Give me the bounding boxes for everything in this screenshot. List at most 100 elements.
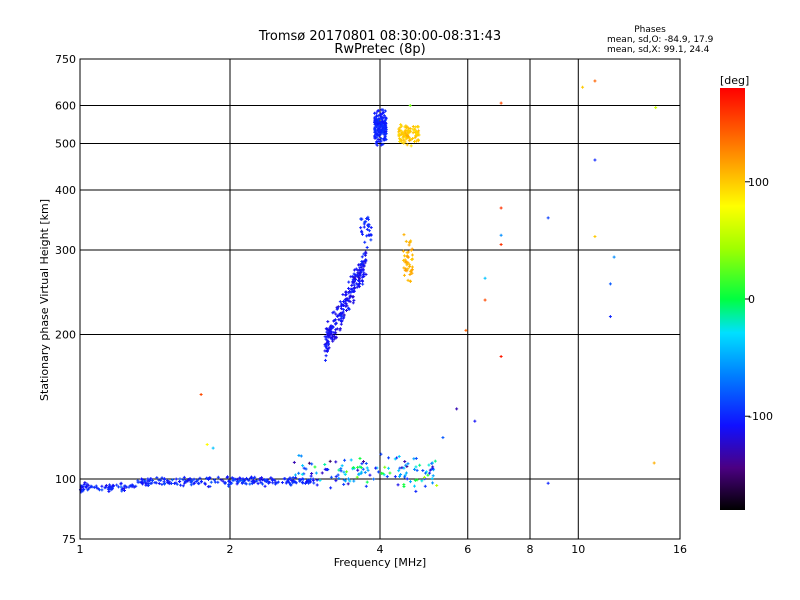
data-point bbox=[366, 234, 368, 238]
data-point bbox=[154, 481, 156, 485]
data-point bbox=[316, 483, 318, 487]
data-point bbox=[376, 143, 378, 147]
data-point bbox=[377, 109, 379, 113]
data-point bbox=[251, 482, 253, 486]
data-point bbox=[179, 477, 181, 481]
data-point bbox=[388, 466, 390, 470]
data-point bbox=[367, 215, 369, 219]
data-point bbox=[326, 330, 328, 334]
data-point bbox=[403, 266, 405, 270]
data-point bbox=[261, 478, 263, 482]
data-point bbox=[407, 267, 409, 271]
data-point bbox=[412, 127, 414, 131]
data-point bbox=[292, 481, 294, 485]
data-point bbox=[380, 116, 382, 120]
data-point bbox=[292, 479, 294, 483]
data-point bbox=[311, 462, 313, 466]
data-point bbox=[422, 469, 424, 473]
data-point bbox=[289, 477, 291, 481]
data-point bbox=[399, 466, 401, 470]
data-point bbox=[341, 311, 343, 315]
data-point bbox=[350, 290, 352, 294]
data-point bbox=[345, 304, 347, 308]
data-point bbox=[333, 310, 335, 314]
data-point bbox=[315, 471, 317, 475]
phase-info-x: mean, sd,X: 99.1, 24.4 bbox=[607, 45, 710, 55]
data-point bbox=[327, 333, 329, 337]
data-point bbox=[326, 327, 328, 331]
data-point bbox=[222, 479, 224, 483]
data-point bbox=[346, 470, 348, 474]
data-point bbox=[183, 475, 185, 479]
data-point bbox=[182, 484, 184, 488]
data-point bbox=[385, 129, 387, 133]
data-point bbox=[347, 298, 349, 302]
data-point bbox=[405, 463, 407, 467]
data-point bbox=[383, 138, 385, 142]
data-point bbox=[385, 138, 387, 142]
data-point bbox=[328, 329, 330, 333]
data-point bbox=[84, 481, 86, 485]
data-point bbox=[340, 469, 342, 473]
data-point bbox=[418, 139, 420, 143]
data-point bbox=[126, 485, 128, 489]
data-point bbox=[359, 465, 361, 469]
data-point bbox=[97, 487, 99, 491]
data-point bbox=[193, 482, 195, 486]
data-point bbox=[402, 249, 404, 253]
data-point bbox=[375, 114, 377, 118]
data-point bbox=[250, 475, 252, 479]
data-point bbox=[294, 473, 296, 477]
data-point bbox=[655, 106, 657, 110]
data-point bbox=[190, 480, 192, 484]
data-point bbox=[383, 127, 385, 131]
data-point bbox=[302, 464, 304, 468]
data-point bbox=[348, 296, 350, 300]
data-point bbox=[406, 134, 408, 138]
data-point bbox=[220, 478, 222, 482]
data-point bbox=[345, 302, 347, 306]
data-point bbox=[335, 331, 337, 335]
data-point bbox=[410, 279, 412, 283]
data-point bbox=[384, 130, 386, 134]
data-point bbox=[343, 482, 345, 486]
data-point bbox=[409, 127, 411, 131]
data-point bbox=[398, 134, 400, 138]
data-point bbox=[465, 328, 467, 332]
data-point bbox=[357, 268, 359, 272]
data-point bbox=[166, 479, 168, 483]
data-point bbox=[276, 481, 278, 485]
data-point bbox=[290, 483, 292, 487]
data-point bbox=[405, 124, 407, 128]
data-point bbox=[163, 477, 165, 481]
data-point bbox=[309, 479, 311, 483]
data-point bbox=[198, 482, 200, 486]
data-point bbox=[86, 482, 88, 486]
data-point bbox=[377, 139, 379, 143]
data-point bbox=[110, 487, 112, 491]
y-tick-label: 200 bbox=[55, 329, 76, 342]
data-point bbox=[394, 475, 396, 479]
data-point bbox=[352, 467, 354, 471]
data-point bbox=[324, 335, 326, 339]
data-point bbox=[357, 271, 359, 275]
data-point bbox=[319, 478, 321, 482]
data-point bbox=[231, 476, 233, 480]
data-point bbox=[151, 481, 153, 485]
data-point bbox=[407, 278, 409, 282]
data-point bbox=[133, 485, 135, 489]
data-point bbox=[110, 488, 112, 492]
data-point bbox=[344, 472, 346, 476]
data-point bbox=[366, 227, 368, 231]
data-point bbox=[381, 118, 383, 122]
data-point bbox=[384, 465, 386, 469]
data-point bbox=[368, 233, 370, 237]
data-point bbox=[376, 120, 378, 124]
data-point bbox=[251, 480, 253, 484]
x-tick-label: 10 bbox=[571, 543, 585, 556]
data-point bbox=[131, 483, 133, 487]
data-point bbox=[121, 487, 123, 491]
data-point bbox=[363, 225, 365, 229]
data-point bbox=[350, 275, 352, 279]
data-point bbox=[368, 229, 370, 233]
